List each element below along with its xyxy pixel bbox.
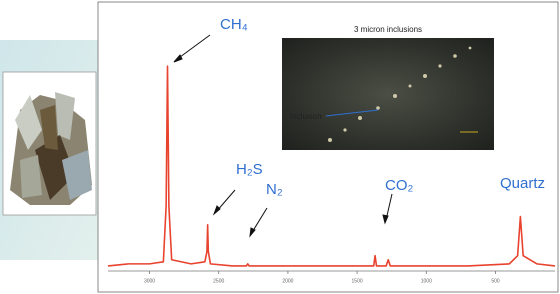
- crystal-photo: [3, 72, 96, 215]
- x-tick-label: 3000: [144, 278, 155, 284]
- micrograph: [282, 38, 494, 150]
- x-tick-label: 500: [491, 278, 500, 284]
- inset-label: Inclusion: [290, 112, 322, 121]
- peak-label: Quartz: [500, 175, 545, 192]
- x-tick-label: 2000: [282, 278, 293, 284]
- peak-label: CH₄: [220, 16, 248, 33]
- peak-label: N₂: [266, 181, 283, 198]
- x-tick-label: 2500: [213, 278, 224, 284]
- x-tick-label: 1000: [421, 278, 432, 284]
- figure: 3 micron inclusions Inclusion CH₄ H₂S N₂…: [0, 0, 560, 294]
- peak-label: CO₂: [385, 177, 414, 194]
- page: {"chart_data": {"type": "line", "annotat…: [0, 0, 560, 294]
- peak-label: H₂S: [236, 161, 263, 178]
- x-tick-label: 1500: [352, 278, 363, 284]
- inset-title: 3 micron inclusions: [354, 25, 422, 34]
